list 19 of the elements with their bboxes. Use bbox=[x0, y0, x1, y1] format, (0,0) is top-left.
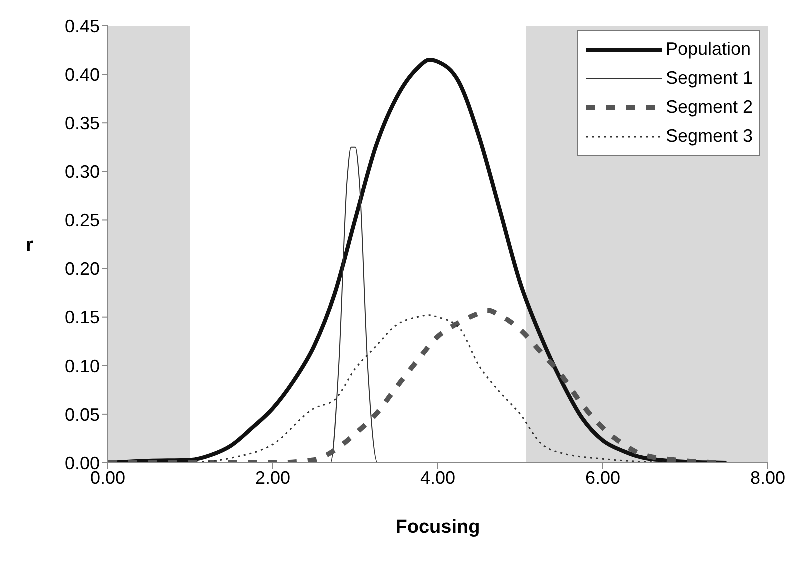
x-tick-label: 2.00 bbox=[255, 468, 291, 488]
y-tick-label: 0.40 bbox=[64, 64, 100, 85]
y-tick-label: 0.25 bbox=[64, 210, 100, 231]
x-axis-title: Focusing bbox=[396, 517, 480, 538]
y-tick-label: 0.15 bbox=[64, 308, 100, 328]
y-tick-label: 0.45 bbox=[64, 16, 100, 36]
y-tick-label: 0.20 bbox=[64, 259, 100, 280]
y-tick-label: 0.35 bbox=[64, 114, 100, 134]
x-tick-label: 4.00 bbox=[420, 468, 456, 488]
legend-label: Segment 3 bbox=[666, 126, 753, 147]
y-tick-label: 0.05 bbox=[64, 404, 100, 425]
x-tick-label: 8.00 bbox=[750, 468, 786, 488]
x-tick-label: 6.00 bbox=[585, 468, 621, 488]
y-tick-label: 0.10 bbox=[64, 356, 100, 376]
legend-label: Population bbox=[666, 39, 752, 60]
legend-label: Segment 1 bbox=[666, 68, 753, 89]
legend-label: Segment 2 bbox=[666, 97, 753, 118]
y-tick-label: 0.30 bbox=[64, 162, 100, 182]
y-axis-title: r bbox=[26, 235, 34, 256]
